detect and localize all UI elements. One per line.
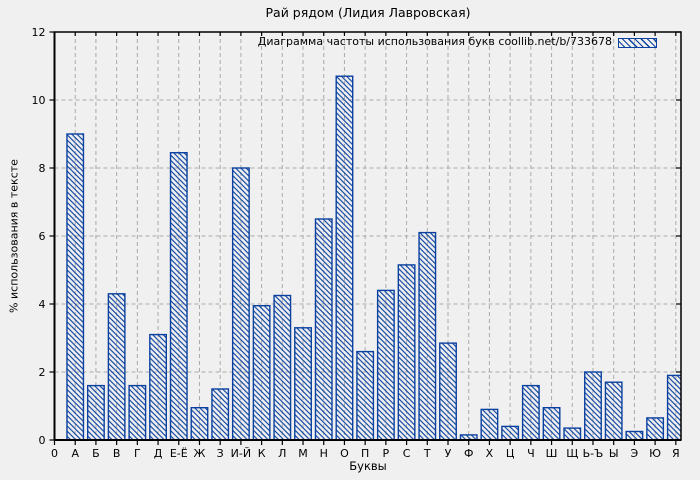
x-tick-label: Ж <box>194 447 206 460</box>
y-tick-label: 10 <box>32 94 46 107</box>
chart-bar <box>169 151 188 440</box>
chart-bar <box>480 408 499 440</box>
x-tick-label: Ь-Ъ <box>583 447 604 460</box>
x-tick-label: Х <box>486 447 494 460</box>
chart-bar <box>128 384 147 440</box>
chart-bar <box>521 384 540 440</box>
x-tick-label: М <box>298 447 308 460</box>
x-tick-label: Д <box>154 447 163 460</box>
y-axis-label: % использования в тексте <box>7 159 21 313</box>
x-tick-label: П <box>361 447 369 460</box>
x-tick-label: Ф <box>464 447 473 460</box>
chart-bar <box>604 381 623 440</box>
x-tick-label: Л <box>278 447 286 460</box>
y-tick-label: 2 <box>39 366 46 379</box>
chart-bar <box>584 371 602 440</box>
y-tick-label: 8 <box>39 162 46 175</box>
x-tick-label: К <box>258 447 266 460</box>
chart-bar <box>376 289 395 440</box>
chart-bar <box>314 218 333 440</box>
x-tick-label: Т <box>423 447 431 460</box>
chart-bar <box>563 427 582 440</box>
chart-bar <box>273 294 292 440</box>
chart-bar <box>646 417 665 440</box>
x-tick-label: Ю <box>649 447 661 460</box>
x-tick-label: Щ <box>566 447 578 460</box>
x-tick-label: А <box>71 447 79 460</box>
x-tick-label: Ч <box>527 447 535 460</box>
chart-bar <box>542 407 561 440</box>
x-axis-label: Буквы <box>349 459 387 473</box>
chart-bar <box>66 133 85 440</box>
x-tick-label: 0 <box>51 447 58 460</box>
x-tick-label: Н <box>320 447 328 460</box>
x-tick-label: Р <box>383 447 390 460</box>
x-tick-label: Э <box>631 447 639 460</box>
chart-bar <box>149 333 168 440</box>
legend-swatch-icon <box>618 38 657 48</box>
x-tick-label: З <box>217 447 224 460</box>
chart-bar <box>439 342 457 440</box>
chart-bar <box>190 407 209 440</box>
chart-bar <box>252 305 271 440</box>
x-tick-label: О <box>340 447 349 460</box>
chart-bar <box>294 327 312 440</box>
y-tick-label: 6 <box>39 230 46 243</box>
x-tick-label: У <box>445 447 452 460</box>
x-tick-label: С <box>403 447 411 460</box>
chart-bar <box>335 75 354 440</box>
x-tick-label: Г <box>134 447 141 460</box>
x-tick-label: Ц <box>506 447 515 460</box>
x-tick-label: В <box>113 447 121 460</box>
y-tick-label: 12 <box>32 26 46 39</box>
y-tick-label: 4 <box>39 298 46 311</box>
chart-bar <box>231 167 250 440</box>
bars-group <box>66 75 681 440</box>
chart-title: Рай рядом (Лидия Лавровская) <box>265 5 471 20</box>
x-tick-label: Я <box>672 447 680 460</box>
chart-bar <box>356 350 375 440</box>
chart-bar <box>107 293 126 440</box>
x-tick-label: И-Й <box>231 447 251 460</box>
chart-bar <box>625 430 644 440</box>
x-tick-label: Б <box>92 447 100 460</box>
ticks <box>49 31 681 445</box>
chart-bar <box>397 264 416 440</box>
chart-bar <box>86 384 105 440</box>
y-tick-label: 0 <box>39 434 46 447</box>
chart-bar <box>418 231 437 440</box>
x-tick-label: Ш <box>546 447 558 460</box>
x-tick-label: Ы <box>609 447 619 460</box>
chart-bar <box>501 425 520 440</box>
x-tick-label: Е-Ё <box>170 447 188 460</box>
chart-bar <box>211 388 230 440</box>
legend-label: Диаграмма частоты использования букв coo… <box>257 35 612 48</box>
